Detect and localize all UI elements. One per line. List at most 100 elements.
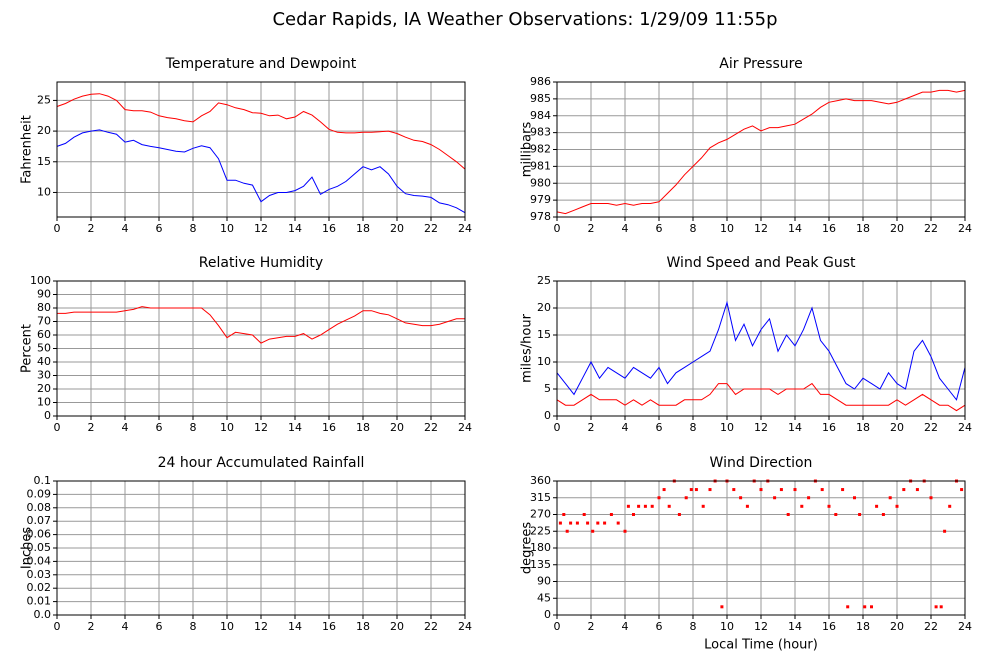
x-tick-label: 14: [288, 222, 302, 235]
x-tick-label: 6: [656, 620, 663, 633]
data-point: [694, 488, 698, 492]
y-tick-label: 0.07: [27, 514, 52, 527]
y-tick-label: 0.09: [27, 487, 52, 500]
data-point: [603, 521, 607, 525]
x-tick-label: 10: [220, 421, 234, 434]
y-axis-label: Fahrenheit: [20, 115, 35, 184]
data-point: [773, 496, 777, 500]
data-point: [902, 488, 906, 492]
x-tick-label: 16: [822, 620, 836, 633]
y-tick-label: 20: [537, 301, 551, 314]
y-tick-label: 25: [537, 274, 551, 287]
y-tick-label: 80: [37, 301, 51, 314]
x-tick-label: 24: [958, 222, 972, 235]
data-point: [827, 504, 831, 508]
y-tick-label: 0.0: [34, 608, 52, 621]
x-tick-label: 2: [88, 222, 95, 235]
y-tick-label: 90: [37, 288, 51, 301]
data-point: [562, 513, 566, 516]
x-tick-label: 4: [622, 421, 629, 434]
plot-frame: [56, 81, 466, 218]
y-tick-label: 60: [37, 328, 51, 341]
x-tick-label: 20: [390, 222, 404, 235]
y-tick-label: 10: [537, 355, 551, 368]
x-tick-label: 18: [856, 222, 870, 235]
y-axis-label: degrees: [520, 522, 535, 575]
data-point: [820, 488, 824, 492]
x-tick-label: 14: [788, 222, 802, 235]
y-tick-label: 0.04: [27, 554, 52, 567]
data-point: [684, 496, 688, 500]
x-tick-label: 4: [622, 222, 629, 235]
y-tick-label: 0.03: [27, 568, 52, 581]
x-tick-label: 20: [890, 222, 904, 235]
data-point: [637, 504, 641, 508]
y-tick-label: 50: [37, 342, 51, 355]
x-tick-label: 10: [220, 222, 234, 235]
data-point: [626, 504, 630, 508]
x-tick-label: 20: [390, 620, 404, 633]
x-tick-label: 2: [588, 222, 595, 235]
x-tick-label: 12: [754, 620, 768, 633]
x-tick-label: 22: [924, 421, 938, 434]
data-point: [591, 529, 595, 533]
data-point: [657, 496, 661, 500]
x-tick-label: 14: [788, 620, 802, 633]
data-point: [853, 496, 856, 500]
y-tick-label: 70: [37, 315, 51, 328]
data-point: [800, 504, 804, 508]
x-tick-label: 12: [754, 222, 768, 235]
y-tick-label: 0: [544, 608, 551, 621]
data-point: [569, 521, 573, 525]
y-tick-label: 983: [530, 126, 551, 139]
y-tick-label: 0.06: [27, 528, 52, 541]
y-tick-label: 315: [530, 491, 551, 504]
y-tick-label: 25: [37, 93, 51, 106]
y-tick-label: 20: [37, 382, 51, 395]
data-line: [556, 89, 966, 215]
data-point: [650, 504, 654, 508]
x-tick-label: 12: [254, 421, 268, 434]
y-axis-label: millibars: [520, 122, 535, 178]
data-point: [786, 513, 790, 516]
y-tick-label: 0: [544, 409, 551, 422]
y-tick-label: 984: [530, 109, 551, 122]
y-tick-label: 45: [537, 591, 551, 604]
x-tick-label: 22: [424, 421, 438, 434]
y-tick-label: 0: [44, 409, 51, 422]
x-tick-label: 20: [390, 421, 404, 434]
x-tick-label: 24: [458, 620, 472, 633]
x-tick-label: 8: [190, 222, 197, 235]
x-tick-label: 24: [458, 421, 472, 434]
data-line: [56, 93, 466, 170]
data-point: [565, 529, 569, 533]
x-tick-label: 8: [190, 620, 197, 633]
y-tick-label: 225: [530, 524, 551, 537]
data-point: [939, 605, 943, 609]
y-tick-label: 10: [37, 396, 51, 409]
y-tick-label: 986: [530, 75, 551, 88]
y-tick-label: 135: [530, 558, 551, 571]
x-tick-label: 2: [88, 421, 95, 434]
x-tick-label: 6: [156, 620, 163, 633]
y-tick-label: 985: [530, 92, 551, 105]
data-point: [779, 488, 783, 492]
x-tick-label: 24: [458, 222, 472, 235]
x-tick-label: 10: [720, 222, 734, 235]
data-point: [846, 605, 850, 609]
x-tick-label: 4: [122, 620, 129, 633]
data-point: [870, 605, 873, 609]
data-point: [616, 521, 620, 525]
y-tick-label: 980: [530, 176, 551, 189]
data-point: [948, 504, 952, 508]
x-tick-label: 6: [156, 222, 163, 235]
y-axis-label: Inches: [20, 527, 35, 569]
y-tick-label: 0.1: [34, 474, 52, 487]
chart-title: Air Pressure: [719, 56, 802, 72]
data-point: [915, 488, 919, 492]
x-tick-label: 8: [690, 222, 697, 235]
y-axis-label: miles/hour: [520, 313, 535, 382]
data-point: [895, 504, 899, 508]
data-point: [609, 513, 613, 516]
data-point: [745, 504, 749, 508]
